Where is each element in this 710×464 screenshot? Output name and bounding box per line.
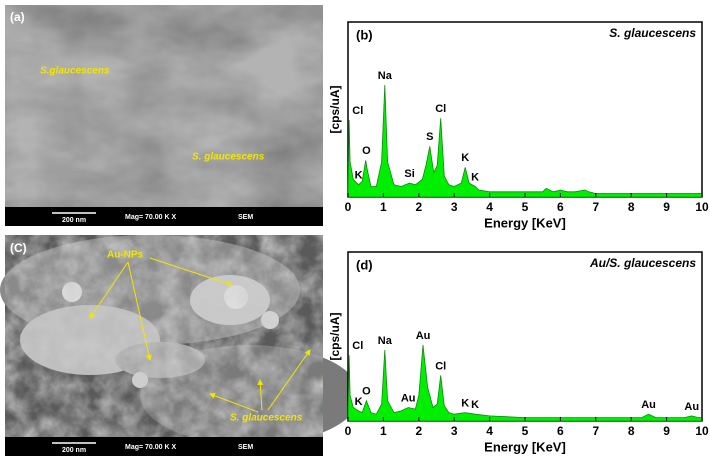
spectrum-area <box>347 84 703 198</box>
plot-frame <box>347 251 703 422</box>
peak-label: K <box>355 396 363 408</box>
peak-label: O <box>362 145 371 157</box>
y-axis-label: [cps/uA] <box>328 312 342 360</box>
peak-label: Cl <box>352 105 363 117</box>
x-tick-label: 3 <box>451 424 458 438</box>
annotation: S. glaucescens <box>192 152 265 163</box>
sem-image-c: (C) Au-NPs S. glaucescens 200 nm Mag= 70… <box>0 235 360 456</box>
x-axis-label: Energy [KeV] <box>484 215 566 230</box>
peak-label: K <box>471 399 479 411</box>
peak-label: Na <box>378 70 393 82</box>
x-tick-label: 0 <box>345 200 352 214</box>
x-tick-label: 6 <box>557 424 564 438</box>
y-axis-label: [cps/uA] <box>328 85 342 133</box>
magnification: Mag= 70.00 K X <box>125 444 176 451</box>
chart-title: S. glaucescens <box>609 26 696 40</box>
detector: SEM <box>238 214 253 221</box>
spectrum-area <box>347 344 703 422</box>
peak-label: K <box>461 152 469 164</box>
x-tick-label: 8 <box>628 424 635 438</box>
peak-label: Cl <box>435 360 446 372</box>
x-tick-label: 9 <box>663 200 670 214</box>
x-tick-label: 7 <box>592 200 599 214</box>
annotation: S.glaucescens <box>40 66 110 77</box>
x-tick-label: 5 <box>522 200 529 214</box>
peak-label: Na <box>378 335 393 347</box>
panel-label: (d) <box>356 257 373 272</box>
annotation: Au-NPs <box>107 250 144 261</box>
x-tick-label: 1 <box>380 200 387 214</box>
chart-title: Au/S. glaucescens <box>589 256 696 270</box>
peak-label: Si <box>404 168 414 180</box>
peak-label: Cl <box>435 103 446 115</box>
annotation: S. glaucescens <box>230 413 303 424</box>
scale-bar-label: 200 nm <box>62 447 86 454</box>
peak-label: Au <box>641 399 656 411</box>
x-tick-label: 6 <box>557 200 564 214</box>
x-tick-label: 0 <box>345 424 352 438</box>
peak-label: K <box>471 171 479 183</box>
peak-label: S <box>426 131 433 143</box>
peak-label: Au <box>684 401 699 413</box>
panel-label: (C) <box>10 241 27 255</box>
x-tick-label: 8 <box>628 200 635 214</box>
peak-label: O <box>362 386 371 398</box>
x-tick-label: 10 <box>695 200 709 214</box>
sem-image-a: (a) S.glaucescens S. glaucescens 200 nm … <box>5 5 323 226</box>
peak-label: K <box>355 170 363 182</box>
magnification: Mag= 70.00 K X <box>125 214 176 221</box>
x-tick-label: 1 <box>380 424 387 438</box>
plot-frame <box>347 21 703 198</box>
peak-label: Au <box>401 392 416 404</box>
panel-label: (a) <box>10 10 25 24</box>
scale-bar-label: 200 nm <box>62 217 86 224</box>
x-tick-label: 4 <box>486 200 493 214</box>
x-tick-label: 3 <box>451 200 458 214</box>
detector: SEM <box>238 444 253 451</box>
peak-label: Au <box>416 330 431 342</box>
x-tick-label: 10 <box>695 424 709 438</box>
x-tick-label: 5 <box>522 424 529 438</box>
x-tick-label: 9 <box>663 424 670 438</box>
x-tick-label: 2 <box>415 200 422 214</box>
annotation-arrows <box>89 257 311 413</box>
peak-label: Cl <box>352 340 363 352</box>
peak-label: K <box>461 397 469 409</box>
x-tick-label: 2 <box>415 424 422 438</box>
x-tick-label: 4 <box>486 424 493 438</box>
panel-label: (b) <box>356 27 373 42</box>
x-tick-label: 7 <box>592 424 599 438</box>
x-axis-label: Energy [KeV] <box>484 439 566 454</box>
